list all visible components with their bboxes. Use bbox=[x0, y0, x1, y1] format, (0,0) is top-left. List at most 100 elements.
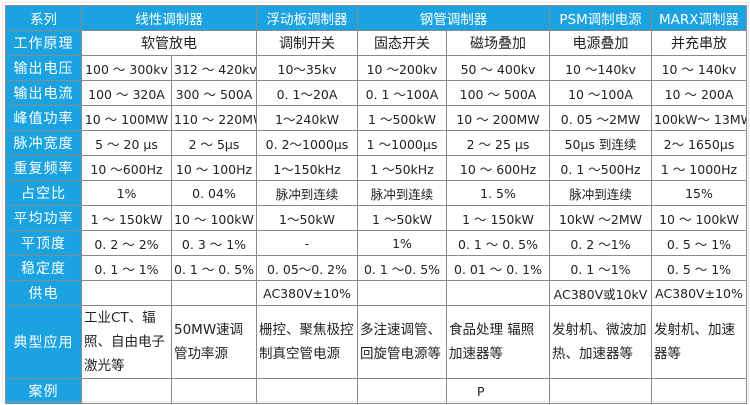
table-cell: 1 ～1000μs bbox=[357, 130, 447, 156]
table-cell: 2 ～ 5μs bbox=[171, 130, 257, 156]
table-cell: 1～240kW bbox=[256, 105, 358, 131]
table-cell: AC380V±10% bbox=[256, 280, 358, 306]
case-cell bbox=[357, 378, 447, 404]
table-cell: 1～150kHz bbox=[256, 155, 358, 181]
table-cell: 15% bbox=[651, 180, 747, 206]
case-cell bbox=[549, 378, 652, 404]
table-cell: 0. 1 ～500Hz bbox=[549, 155, 652, 181]
case-cell bbox=[256, 378, 358, 404]
table-cell: 10 ～ 100kW bbox=[171, 205, 257, 231]
cases-row: 案例 P bbox=[5, 378, 747, 404]
table-cell: 脉冲到连续 bbox=[357, 180, 447, 206]
table-cell: 110 ～ 220MW bbox=[171, 105, 257, 131]
table-cell: 0. 5 ～ 1% bbox=[651, 230, 747, 256]
application-cell: 50MW速调管功率源 bbox=[171, 305, 257, 379]
case-cell bbox=[171, 378, 257, 404]
row-label: 典型应用 bbox=[5, 305, 82, 379]
table-cell: 1 ～ 150kW bbox=[81, 205, 172, 231]
table-cell: 1% bbox=[81, 180, 172, 206]
case-cell bbox=[81, 378, 172, 404]
application-cell: 发射机、微波加热、加速器等 bbox=[549, 305, 652, 379]
table-cell: 10kW ～2MW bbox=[549, 205, 652, 231]
table-cell: 1～50kW bbox=[256, 205, 358, 231]
table-cell: 50μs 到连续 bbox=[549, 130, 652, 156]
table-cell: 1% bbox=[357, 230, 447, 256]
table-cell: 1 ～ 150kW bbox=[446, 205, 550, 231]
application-cell: 栅控、聚焦极控制真空管电源 bbox=[256, 305, 358, 379]
series-group-header: 钢管调制器 bbox=[357, 5, 550, 31]
table-cell: 脉冲到连续 bbox=[549, 180, 652, 206]
table-cell: 0. 1 ～100A bbox=[357, 80, 447, 106]
table-cell: 1 ～500kW bbox=[357, 105, 447, 131]
table-row: 平均功率 1 ～ 150kW 10 ～ 100kW 1～50kW 1 ～50kW 1 ～ … bbox=[5, 205, 747, 231]
application-cell: 工业CT、辐照、自由电子激光等 bbox=[81, 305, 172, 379]
case-cell bbox=[651, 378, 747, 404]
row-label: 脉冲宽度 bbox=[5, 130, 82, 156]
case-cell: P bbox=[446, 378, 550, 404]
table-cell: 312 ～ 420kv bbox=[171, 55, 257, 81]
table-cell: AC380V±10% bbox=[651, 280, 747, 306]
table-cell: 10～35kv bbox=[256, 55, 358, 81]
table-row: 平顶度 0. 2 ～ 2% 0. 3 ～ 1% -1% 0. 1 ～ 0. 5% 0. 2… bbox=[5, 230, 747, 256]
table-row: 稳定度 0. 1 ～ 1% 0. 1 ～ 0. 5% 0. 05～0. 2% 0. 1 … bbox=[5, 255, 747, 281]
series-group-header: MARX调制器 bbox=[651, 5, 747, 31]
row-label: 稳定度 bbox=[5, 255, 82, 281]
table-cell: 10 ～ 200MW bbox=[446, 105, 550, 131]
table-cell: 1 ～ 1000Hz bbox=[651, 155, 747, 181]
row-label: 案例 bbox=[5, 378, 82, 404]
table-cell: 5 ～ 20 μs bbox=[81, 130, 172, 156]
table-cell: 0. 1 ～ 0. 5% bbox=[171, 255, 257, 281]
table-row: 供电 AC380V±10% AC380V或10kV AC380V±10% bbox=[5, 280, 747, 306]
table-cell: 2 ～ 25 μs bbox=[446, 130, 550, 156]
table-cell: 10 ～ 200A bbox=[651, 80, 747, 106]
table-cell: 50 ～ 400kv bbox=[446, 55, 550, 81]
applications-row: 典型应用 工业CT、辐照、自由电子激光等 50MW速调管功率源 栅控、聚焦极控制真空管… bbox=[5, 305, 747, 379]
table-cell: 0. 05 ～2MW bbox=[549, 105, 652, 131]
row-label: 供电 bbox=[5, 280, 82, 306]
table-row: 占空比 1% 0. 04% 脉冲到连续 脉冲到连续 1. 5% 脉冲到连续 15% bbox=[5, 180, 747, 206]
table-cell: 10 ～ 600Hz bbox=[446, 155, 550, 181]
table-cell: 100 ～ 500A bbox=[446, 80, 550, 106]
table-cell: 脉冲到连续 bbox=[256, 180, 358, 206]
modulator-spec-table: 系列 线性调制器 浮动板调制器 钢管调制器 PSM调制电源 MARX调制器 工作原理 软管放电… bbox=[5, 5, 747, 404]
header-row: 系列 线性调制器 浮动板调制器 钢管调制器 PSM调制电源 MARX调制器 bbox=[5, 5, 747, 31]
principle-cell: 电源叠加 bbox=[549, 30, 652, 56]
table-cell: 1. 5% bbox=[446, 180, 550, 206]
table-cell: 10 ～ 100kW bbox=[651, 205, 747, 231]
principle-cell: 并充串放 bbox=[651, 30, 747, 56]
row-label: 占空比 bbox=[5, 180, 82, 206]
series-group-header: PSM调制电源 bbox=[549, 5, 652, 31]
table-cell: 0. 05～0. 2% bbox=[256, 255, 358, 281]
table-cell: 1 ～50kW bbox=[357, 205, 447, 231]
principle-cell: 调制开关 bbox=[256, 30, 358, 56]
row-label: 平均功率 bbox=[5, 205, 82, 231]
table-cell bbox=[171, 280, 257, 306]
table-cell bbox=[81, 280, 172, 306]
table-cell: 0. 1 ～0. 5% bbox=[357, 255, 447, 281]
table-cell bbox=[357, 280, 447, 306]
table-cell: 0. 1 ～ 1% bbox=[81, 255, 172, 281]
table-cell: 0. 2～1000μs bbox=[256, 130, 358, 156]
table-cell: 0. 2 ～1% bbox=[549, 230, 652, 256]
table-cell: 0. 2 ～ 2% bbox=[81, 230, 172, 256]
application-cell: 食品处理 辐照加速器等 bbox=[446, 305, 550, 379]
table-cell: 0. 1 ～1% bbox=[549, 255, 652, 281]
table-cell: 0. 01 ～ 0. 1% bbox=[446, 255, 550, 281]
header-series-label: 系列 bbox=[5, 5, 82, 31]
table-cell: 10 ～600Hz bbox=[81, 155, 172, 181]
table-cell: 0. 5 ～ 1% bbox=[651, 255, 747, 281]
table-row: 重复频率 10 ～600Hz 10 ～ 100Hz 1～150kHz 1 ～50kHz 1… bbox=[5, 155, 747, 181]
table-cell: 100 ～ 320A bbox=[81, 80, 172, 106]
table-cell: 2～ 1650μs bbox=[651, 130, 747, 156]
row-label: 输出电流 bbox=[5, 80, 82, 106]
principle-cell: 固态开关 bbox=[357, 30, 447, 56]
principle-row: 工作原理 软管放电 调制开关 固态开关 磁场叠加 电源叠加 并充串放 bbox=[5, 30, 747, 56]
table-cell: 10 ～ 100Hz bbox=[171, 155, 257, 181]
application-cell: 发射机、加速器等 bbox=[651, 305, 747, 379]
table-cell: 1 ～50kHz bbox=[357, 155, 447, 181]
table-row: 输出电压 100 ～ 300kv 312 ～ 420kv 10～35kv 10 ～200… bbox=[5, 55, 747, 81]
table-cell: 300 ～ 500A bbox=[171, 80, 257, 106]
table-cell: 10 ～ 100MW bbox=[81, 105, 172, 131]
table-cell: 100 ～ 300kv bbox=[81, 55, 172, 81]
series-group-header: 线性调制器 bbox=[81, 5, 257, 31]
